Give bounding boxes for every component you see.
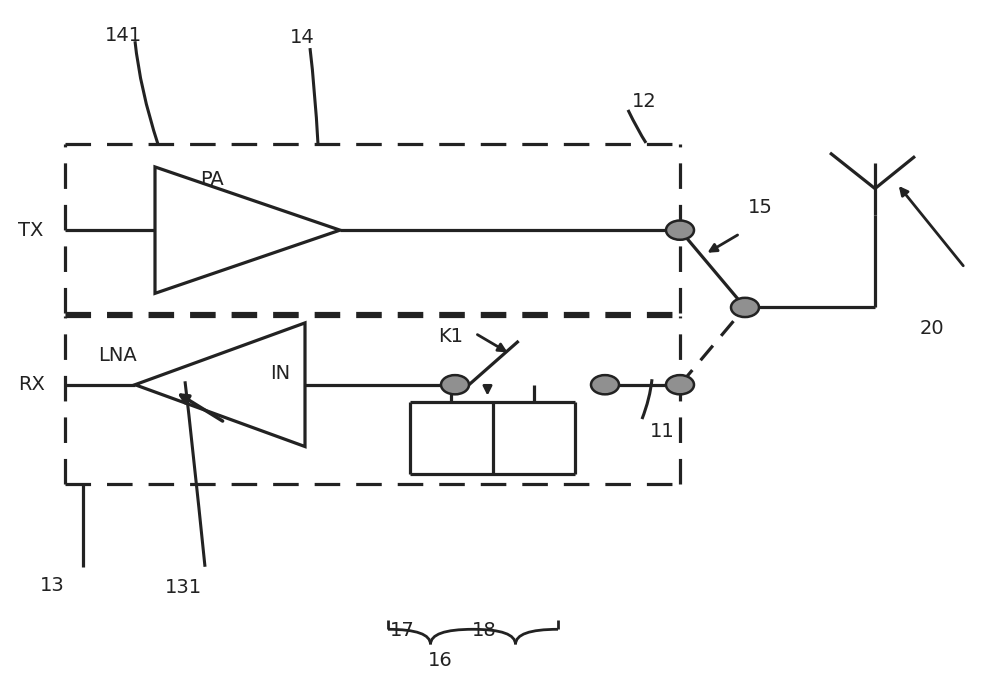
Text: 18: 18 (472, 621, 497, 640)
Text: 17: 17 (390, 621, 415, 640)
Text: 11: 11 (650, 422, 675, 441)
Text: 131: 131 (165, 578, 202, 597)
Text: 15: 15 (748, 198, 773, 217)
Text: K1: K1 (438, 327, 463, 346)
Text: 141: 141 (105, 26, 142, 45)
Circle shape (441, 375, 469, 394)
Text: LNA: LNA (98, 346, 137, 365)
Circle shape (666, 221, 694, 240)
Circle shape (591, 375, 619, 394)
Text: RX: RX (18, 375, 45, 394)
Text: 13: 13 (40, 576, 65, 595)
Text: 16: 16 (428, 651, 453, 671)
Text: IN: IN (270, 364, 290, 383)
Text: 20: 20 (920, 319, 945, 338)
Text: 12: 12 (632, 92, 657, 111)
Text: 14: 14 (290, 28, 315, 47)
Text: PA: PA (200, 170, 224, 190)
Circle shape (666, 375, 694, 394)
Circle shape (731, 298, 759, 317)
Text: TX: TX (18, 221, 43, 240)
